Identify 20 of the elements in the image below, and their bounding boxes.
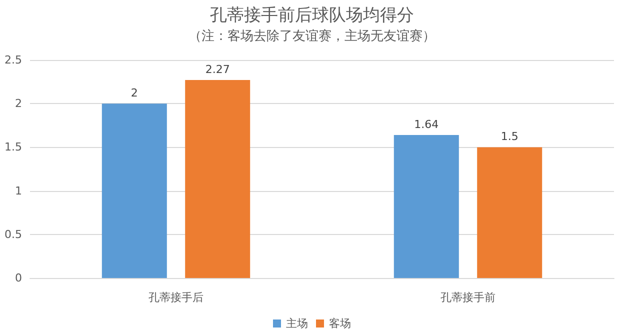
y-tick-label: 1.5 bbox=[4, 140, 22, 154]
chart-subtitle: （注：客场去除了友谊赛，主场无友谊赛） bbox=[188, 28, 436, 44]
data-label: 2.27 bbox=[205, 63, 230, 76]
legend-label: 主场 bbox=[286, 317, 308, 330]
y-tick-label: 1 bbox=[15, 184, 22, 198]
data-label: 2 bbox=[130, 86, 138, 100]
bar bbox=[185, 80, 250, 278]
x-tick-label: 孔蒂接手前 bbox=[440, 291, 496, 304]
data-label: 1.5 bbox=[500, 130, 518, 144]
y-tick-label: 0 bbox=[15, 272, 22, 284]
y-tick-label: 2 bbox=[15, 97, 22, 110]
y-tick-label: 2.5 bbox=[4, 54, 22, 66]
y-tick-label: 0.5 bbox=[4, 228, 22, 241]
data-label: 1.64 bbox=[414, 118, 439, 131]
bar bbox=[394, 134, 459, 278]
bar bbox=[102, 104, 167, 278]
chart-title: 孔蒂接手前后球队场均得分 bbox=[210, 6, 414, 26]
bar bbox=[477, 147, 542, 278]
x-tick-label: 孔蒂接手后 bbox=[148, 291, 204, 304]
legend-label: 客场 bbox=[329, 317, 351, 330]
